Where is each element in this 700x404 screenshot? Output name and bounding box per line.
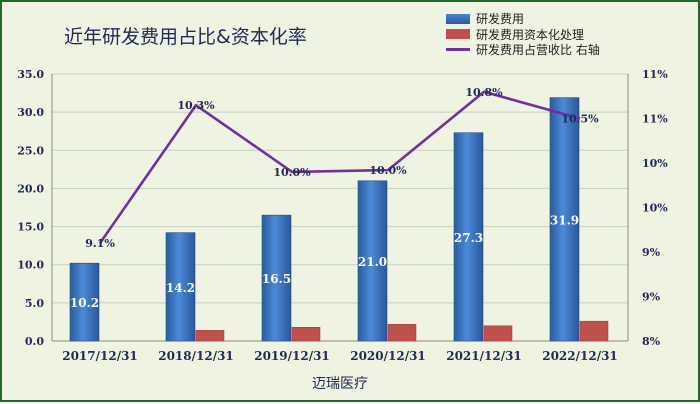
bar-data-label: 10.2: [70, 296, 99, 310]
line-data-label: 9.1%: [85, 237, 115, 250]
bar-capitalized: [387, 323, 417, 342]
line-data-label: 10.3%: [177, 99, 215, 112]
y-right-tick-label: 10%: [642, 202, 668, 215]
chart-title: 近年研发费用占比&资本化率: [64, 26, 307, 48]
y-right-tick-label: 11%: [642, 68, 668, 81]
legend-item-capitalized: 研发费用资本化处理: [446, 27, 600, 43]
y-left-tick-label: 35.0: [17, 68, 44, 81]
bar-data-label: 14.2: [166, 281, 195, 295]
bar-data-label: 31.9: [550, 213, 579, 227]
y-left-tick-label: 10.0: [17, 259, 44, 272]
line-revenue-ratio: [98, 90, 581, 244]
y-left-tick-label: 0.0: [25, 335, 44, 348]
bar-data-label: 21.0: [358, 255, 387, 269]
bar-capitalized: [291, 327, 321, 342]
line-data-label: 10.8%: [465, 86, 503, 99]
x-tick-label: 2021/12/31: [446, 349, 522, 363]
x-tick-label: 2020/12/31: [350, 349, 426, 363]
bar-rd-expense: [549, 97, 580, 342]
y-left-tick-label: 30.0: [17, 106, 44, 119]
legend-label-revenue-ratio: 研发费用占营收比 右轴: [476, 43, 600, 58]
legend-label-rd-expense: 研发费用: [476, 12, 525, 27]
y-left-tick-label: 5.0: [25, 297, 44, 310]
bar-capitalized: [195, 330, 225, 342]
bar-capitalized: [579, 320, 609, 342]
bar-capitalized: [483, 325, 513, 342]
y-right-tick-label: 8%: [642, 335, 661, 348]
x-tick-label: 2019/12/31: [254, 349, 330, 363]
line-data-label: 10.0%: [273, 166, 311, 179]
legend-label-capitalized: 研发费用资本化处理: [476, 27, 585, 42]
line-data-label: 10.0%: [369, 164, 407, 177]
y-right-tick-label: 10%: [642, 157, 668, 170]
legend-swatch-rd-expense: [446, 13, 470, 24]
x-axis-title: 迈瑞医疗: [312, 376, 368, 392]
x-tick-label: 2018/12/31: [158, 349, 234, 363]
line-data-label: 10.5%: [561, 113, 599, 126]
bar-rd-expense: [261, 214, 292, 342]
bar-data-label: 27.3: [454, 231, 483, 245]
bar-data-label: 16.5: [262, 272, 291, 286]
y-right-tick-label: 11%: [642, 113, 668, 126]
legend-swatch-revenue-ratio: [446, 48, 470, 52]
bar-rd-expense: [453, 132, 484, 342]
y-right-tick-label: 9%: [642, 291, 661, 304]
legend-item-revenue-ratio: 研发费用占营收比 右轴: [446, 42, 600, 58]
y-left-tick-label: 25.0: [17, 144, 44, 157]
legend-swatch-capitalized: [446, 29, 470, 40]
y-left-tick-label: 20.0: [17, 182, 44, 195]
bar-rd-expense: [357, 180, 388, 342]
bar-rd-expense: [69, 262, 100, 342]
bar-rd-expense: [165, 232, 196, 342]
x-tick-label: 2022/12/31: [542, 349, 618, 363]
y-left-tick-label: 15.0: [17, 221, 44, 234]
x-tick-label: 2017/12/31: [62, 349, 138, 363]
legend-item-rd-expense: 研发费用: [446, 11, 600, 27]
y-right-tick-label: 9%: [642, 246, 661, 259]
chart-legend: 研发费用 研发费用资本化处理 研发费用占营收比 右轴: [446, 11, 600, 58]
